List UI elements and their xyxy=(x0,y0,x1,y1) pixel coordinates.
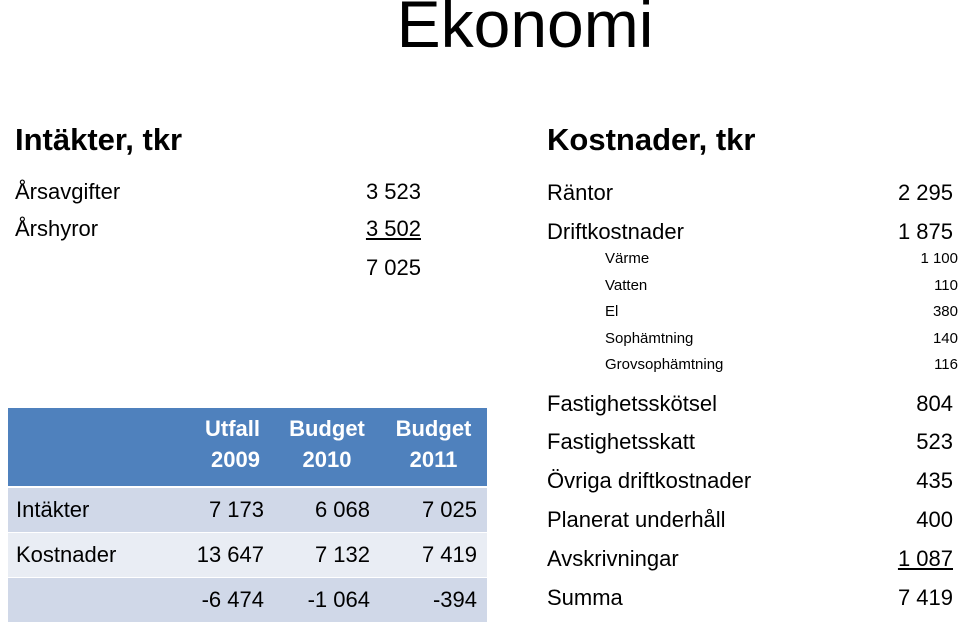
cost-subrow-garbage: Sophämtning 140 xyxy=(605,330,958,347)
income-label: Årshyror xyxy=(15,216,99,241)
table-cell: -1 064 xyxy=(274,578,380,622)
cost-value: 804 xyxy=(916,391,953,416)
header-line: Budget xyxy=(289,416,365,441)
table-cell: 6 068 xyxy=(274,488,380,532)
table-cell: 7 025 xyxy=(380,488,487,532)
cost-sublabel: Värme xyxy=(605,250,650,267)
table-row-label xyxy=(8,578,168,622)
cost-value: 435 xyxy=(916,468,953,493)
cost-sublabel: El xyxy=(605,303,619,320)
cost-label: Fastighetsskötsel xyxy=(547,391,717,416)
cost-value: 1 087 xyxy=(897,546,953,571)
cost-label: Fastighetsskatt xyxy=(547,429,695,454)
page-title: Ekonomi xyxy=(396,0,654,61)
cost-value: 2 295 xyxy=(897,180,953,205)
cost-label: Driftkostnader xyxy=(547,219,684,244)
cost-label: Avskrivningar xyxy=(547,546,679,571)
cost-total-label: Summa xyxy=(547,585,623,610)
header-line: 2010 xyxy=(302,447,352,472)
cost-subvalue: 380 xyxy=(932,303,958,320)
cost-value: 523 xyxy=(916,429,953,454)
cost-label: Övriga driftkostnader xyxy=(547,468,752,493)
table-header-blank xyxy=(8,408,168,486)
income-label: Årsavgifter xyxy=(15,179,121,204)
cost-row-property-maintenance: Fastighetsskötsel 804 xyxy=(547,391,953,417)
table-header-budget-2010: Budget 2010 xyxy=(274,408,380,486)
header-line: 2009 xyxy=(211,447,260,472)
income-total-row: 7 025 xyxy=(15,255,421,281)
cost-label: Planerat underhåll xyxy=(547,507,726,532)
cost-subrow-water: Vatten 110 xyxy=(605,277,958,294)
costs-heading: Kostnader, tkr xyxy=(547,122,756,157)
table-row-label: Kostnader xyxy=(8,533,168,577)
cost-row-other-operating: Övriga driftkostnader 435 xyxy=(547,468,953,494)
income-heading: Intäkter, tkr xyxy=(15,122,183,157)
income-row-annual-rents: Årshyror 3 502 xyxy=(15,216,421,242)
header-line: Budget xyxy=(395,416,472,441)
cost-subrow-electricity: El 380 xyxy=(605,303,958,320)
cost-subrow-bulky-garbage: Grovsophämtning 116 xyxy=(605,356,958,373)
cost-total-row: Summa 7 419 xyxy=(547,585,953,611)
cost-row-planned-maintenance: Planerat underhåll 400 xyxy=(547,507,953,533)
table-header-outcome-2009: Utfall 2009 xyxy=(168,408,274,486)
header-line: Utfall xyxy=(205,416,260,441)
cost-row-operating: Driftkostnader 1 875 xyxy=(547,219,953,245)
cost-sublabel: Vatten xyxy=(605,277,648,294)
cost-row-property-tax: Fastighetsskatt 523 xyxy=(547,429,953,455)
cost-sublabel: Grovsophämtning xyxy=(605,356,724,373)
cost-subvalue: 1 100 xyxy=(920,250,958,267)
cost-value: 400 xyxy=(916,507,953,532)
table-row-label: Intäkter xyxy=(8,488,168,532)
income-value: 3 523 xyxy=(365,179,421,204)
table-header-budget-2011: Budget 2011 xyxy=(380,408,487,486)
table-cell: 13 647 xyxy=(168,533,274,577)
table-cell: -394 xyxy=(380,578,487,622)
cost-sublabel: Sophämtning xyxy=(605,330,694,347)
cost-row-interest: Räntor 2 295 xyxy=(547,180,953,206)
income-total: 7 025 xyxy=(365,255,421,280)
income-row-annual-fees: Årsavgifter 3 523 xyxy=(15,179,421,205)
cost-subvalue: 140 xyxy=(932,330,958,347)
cost-total-value: 7 419 xyxy=(897,585,953,610)
table-cell: 7 132 xyxy=(274,533,380,577)
cost-subvalue: 116 xyxy=(934,356,958,373)
table-cell: 7 419 xyxy=(380,533,487,577)
table-cell: -6 474 xyxy=(168,578,274,622)
cost-subvalue: 110 xyxy=(934,277,958,294)
cost-subrow-heating: Värme 1 100 xyxy=(605,250,958,267)
header-line: 2011 xyxy=(409,447,458,472)
budget-table: Utfall 2009 Budget 2010 Budget 2011 Intä… xyxy=(8,408,487,623)
cost-row-depreciation: Avskrivningar 1 087 xyxy=(547,546,953,572)
cost-value: 1 875 xyxy=(897,219,953,244)
income-value: 3 502 xyxy=(365,216,421,241)
table-cell: 7 173 xyxy=(168,488,274,532)
cost-label: Räntor xyxy=(547,180,614,205)
